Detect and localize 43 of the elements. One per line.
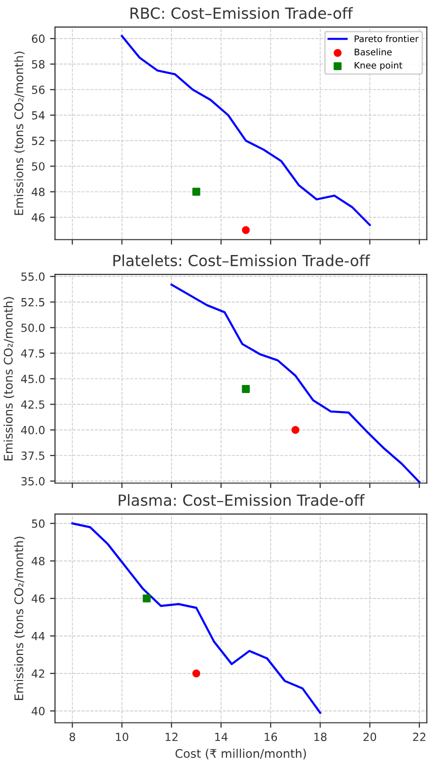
y-tick-label: 56 [32, 86, 45, 94]
y-tick-label: 46 [32, 594, 45, 603]
line-series [170, 284, 420, 484]
y-tick-label: 48 [32, 188, 45, 196]
legend-label: Baseline [354, 48, 392, 56]
y-tick-label: 54 [32, 111, 45, 120]
y-tick-label: 58 [32, 60, 45, 68]
x-tick-label: 14 [215, 732, 228, 741]
y-tick-label: 42.5 [21, 400, 44, 409]
y-axis-title: Emissions (tons CO₂/month) [14, 52, 25, 215]
y-tick-label: 35.0 [21, 477, 45, 486]
y-tick-label: 52.5 [21, 298, 44, 306]
x-tick-label: 22 [413, 732, 426, 741]
y-tick-label: 55.0 [21, 272, 45, 281]
y-tick-label: 46 [32, 213, 45, 222]
y-tick-label: 37.5 [21, 451, 44, 460]
y-tick-label: 40.0 [21, 426, 45, 434]
y-tick-label: 42 [32, 669, 44, 678]
y-tick-label: 50.0 [21, 324, 45, 332]
chart-title: RBC: Cost–Emission Trade-off [130, 7, 354, 19]
x-tick-label: 8 [70, 732, 76, 742]
x-tick-label: 16 [264, 732, 278, 742]
y-axis-title: Emissions (tons CO₂/month) [4, 297, 14, 460]
y-tick-label: 50 [32, 519, 45, 528]
y-tick-label: 52 [32, 136, 44, 146]
legend-label: Pareto frontier [354, 35, 419, 42]
y-tick-label: 60 [32, 34, 45, 43]
legend-label: Knee point [354, 62, 402, 70]
x-tick-label: 12 [166, 732, 178, 741]
chart-title: Plasma: Cost–Emission Trade-off [118, 494, 365, 506]
line-series [71, 522, 322, 714]
y-tick-label: 47.5 [21, 349, 44, 358]
x-axis-title: Cost (₹ million/month) [176, 748, 306, 760]
x-tick-label: 18 [314, 732, 327, 742]
y-tick-label: 45.0 [21, 374, 45, 384]
x-tick-label: 20 [364, 732, 376, 742]
chart-title: Platelets: Cost–Emission Trade-off [113, 254, 370, 266]
y-tick-label: 48 [32, 556, 45, 566]
y-tick-label: 44 [32, 632, 45, 640]
y-tick-label: 50 [32, 162, 45, 171]
y-axis-title: Emissions (tons CO₂/month) [14, 536, 25, 700]
y-tick-label: 40 [32, 706, 45, 716]
x-tick-label: 10 [116, 732, 128, 742]
